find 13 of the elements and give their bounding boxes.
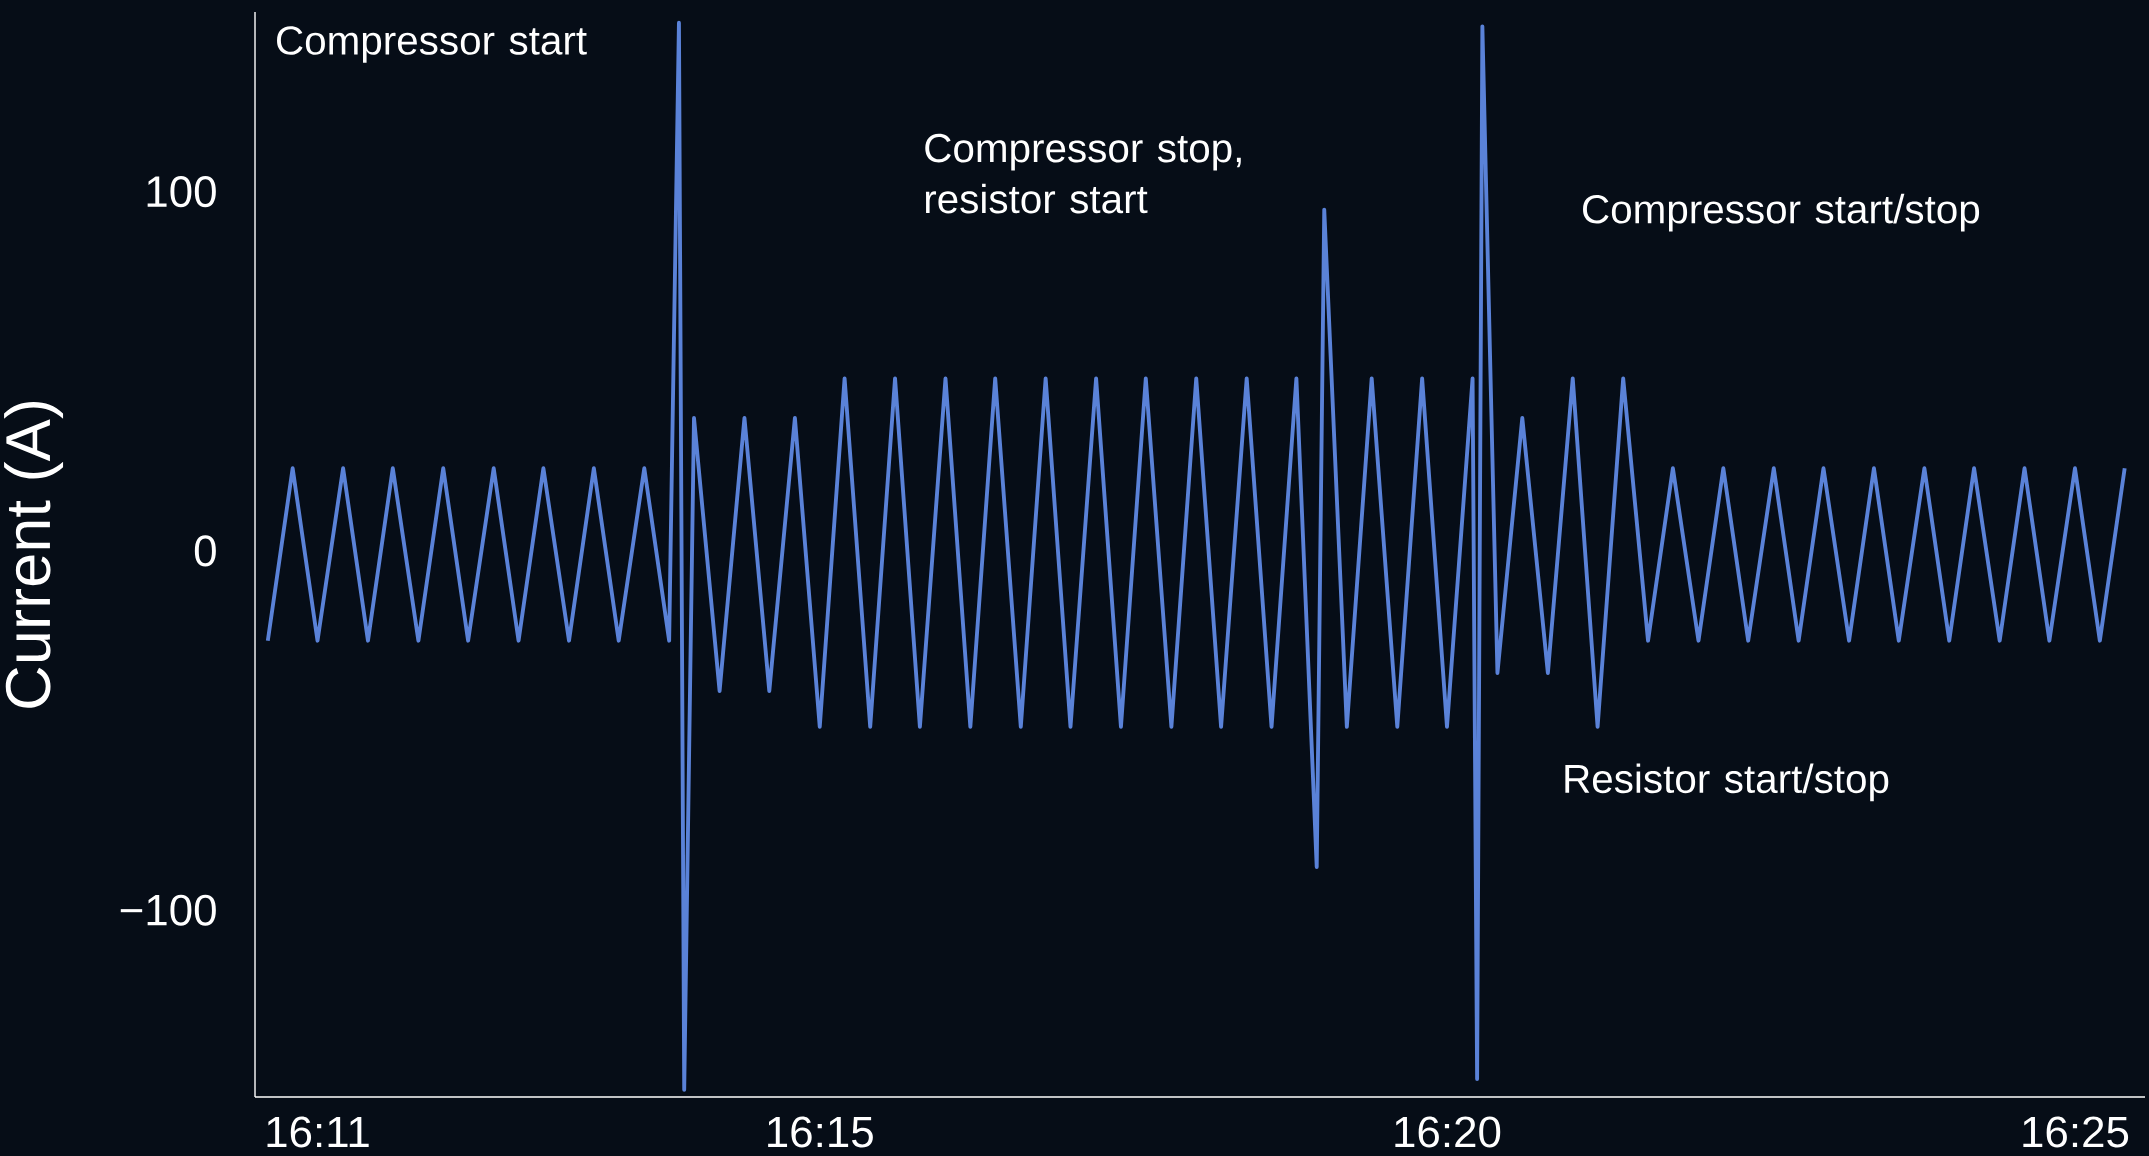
x-tick-label: 16:25: [2023, 1116, 2129, 1148]
y-axis-title: Current (A): [4, 402, 64, 708]
y-tick-label: −100: [120, 894, 216, 926]
x-tick-label: 16:20: [1395, 1116, 1501, 1148]
x-tick-label: 16:11: [267, 1116, 369, 1148]
annotation: Resistor start/stop: [1565, 763, 1889, 802]
annotation: Compressor stop, resistor start: [925, 133, 1241, 214]
annotation: Compressor start/stop: [1583, 193, 1980, 232]
line-series: [265, 20, 2127, 1092]
x-tick-label: 16:15: [768, 1116, 873, 1148]
annotation: Compressor start: [277, 26, 587, 63]
y-tick-label: 0: [194, 535, 216, 567]
y-tick-label: 100: [147, 176, 216, 208]
